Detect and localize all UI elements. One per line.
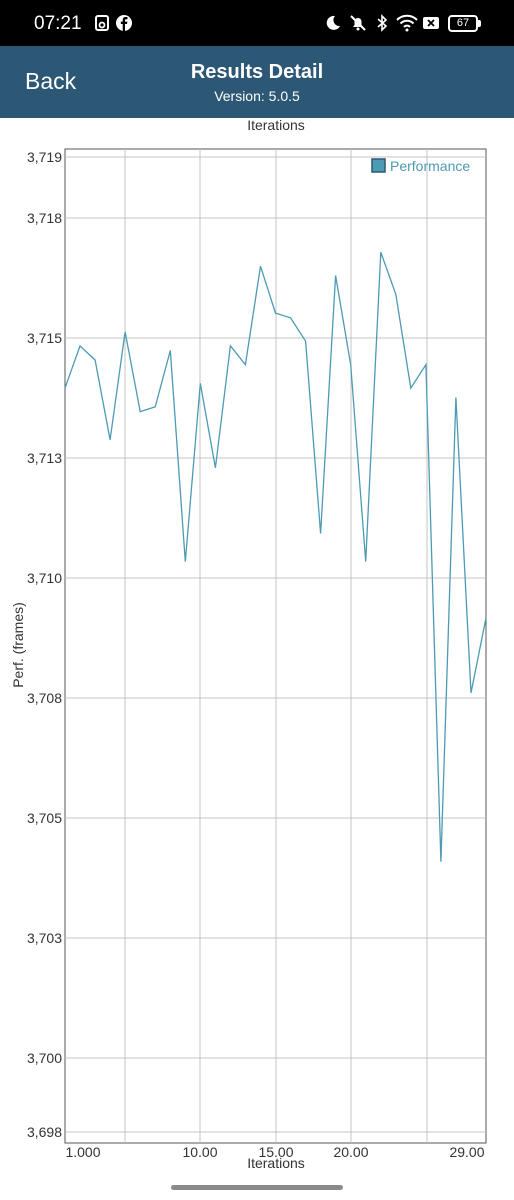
performance-chart: 3,698 3,700 3,703 3,705 3,708 3,710 3,713 3,715… [10, 118, 487, 1168]
status-time: 07:21 [34, 13, 82, 34]
y-tick-label: 3,708 [27, 690, 62, 706]
y-tick-label: 3,698 [27, 1124, 62, 1140]
status-bar: 07:21 67 [0, 0, 514, 46]
x-tick-label: 20.00 [333, 1144, 368, 1160]
legend-swatch [371, 158, 386, 173]
photo-icon [95, 15, 109, 31]
gesture-nav-handle[interactable] [171, 1185, 343, 1190]
legend-label: Performance [390, 158, 470, 174]
x-tick-label: 10.00 [182, 1144, 217, 1160]
y-tick-label: 3,703 [27, 930, 62, 946]
y-tick-label: 3,715 [27, 330, 62, 346]
wifi-icon [396, 14, 418, 32]
y-tick-label: 3,718 [27, 210, 62, 226]
battery-icon: 67 [448, 15, 478, 32]
chart-scroll-area[interactable]: 3,698 3,700 3,703 3,705 3,708 3,710 3,713 3,715… [0, 118, 514, 1168]
back-button[interactable]: Back [25, 68, 77, 94]
version-subtitle: Version: 5.0.5 [214, 88, 300, 104]
y-tick-label: 3,705 [27, 810, 62, 826]
bluetooth-icon [377, 14, 388, 32]
x-tick-label: 15.00 [258, 1144, 293, 1160]
x-tick-label: 1.000 [65, 1144, 100, 1160]
x-tick-label: 29.00 [449, 1144, 484, 1160]
y-tick-label: 3,700 [27, 1050, 62, 1066]
top-x-axis-title: Iterations [247, 118, 305, 133]
moon-icon [326, 15, 340, 30]
bell-off-icon [350, 15, 366, 31]
y-tick-label: 3,719 [27, 149, 62, 165]
performance-series-line [64, 251, 487, 862]
app-header: Back Results Detail Version: 5.0.5 [0, 46, 514, 118]
facebook-icon [116, 15, 132, 31]
y-tick-label: 3,710 [27, 570, 62, 586]
y-tick-label: 3,713 [27, 450, 62, 466]
page-title: Results Detail [190, 61, 324, 83]
sim-off-icon [423, 17, 439, 29]
battery-tip [478, 20, 481, 27]
x-axis-title: Iterations [247, 1155, 305, 1168]
y-axis-title: Perf. (frames) [10, 602, 26, 688]
